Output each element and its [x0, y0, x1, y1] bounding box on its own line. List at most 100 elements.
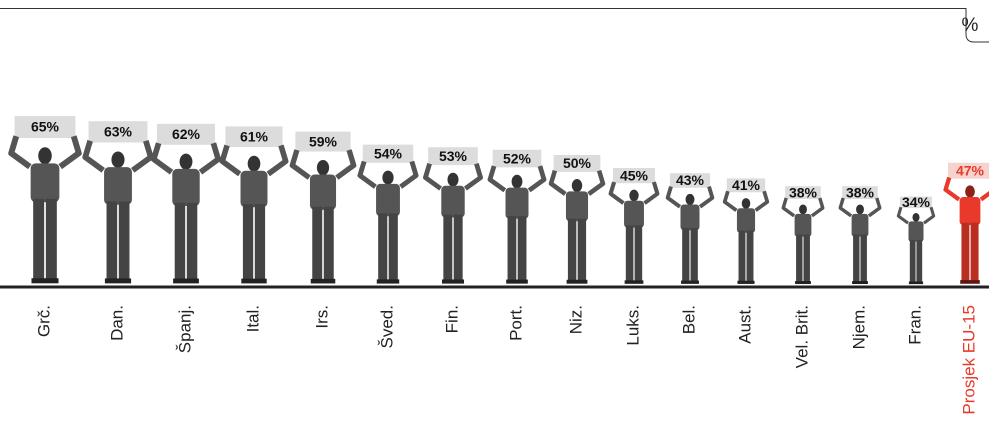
- leg: [324, 207, 334, 281]
- leg: [389, 213, 398, 280]
- head: [856, 204, 864, 214]
- leg: [691, 228, 698, 282]
- torso: [172, 169, 199, 206]
- torso: [506, 188, 529, 219]
- arm: [11, 136, 30, 166]
- arm: [133, 141, 151, 170]
- figure: [840, 186, 880, 284]
- head: [447, 173, 458, 187]
- category-label: Bel.: [679, 305, 698, 334]
- head: [965, 185, 975, 197]
- category-label: Vel. Brit.: [792, 305, 811, 368]
- head: [572, 179, 582, 192]
- shoe: [31, 278, 58, 283]
- leg: [910, 240, 916, 282]
- arm: [337, 150, 354, 178]
- figure: [360, 145, 416, 284]
- shoe: [737, 281, 754, 284]
- torso: [795, 214, 812, 237]
- arm: [490, 166, 505, 190]
- figure: [551, 155, 603, 284]
- category-label: Dan.: [107, 305, 126, 341]
- head: [629, 190, 638, 202]
- shoe: [241, 279, 266, 284]
- value-label: 41%: [732, 177, 761, 193]
- shoe: [506, 280, 528, 284]
- arm: [668, 187, 680, 207]
- head: [912, 213, 919, 222]
- leg: [916, 240, 922, 282]
- value-label: 38%: [846, 184, 875, 200]
- category-label: Grč.: [34, 305, 53, 337]
- torso: [376, 184, 400, 216]
- leg: [971, 223, 979, 282]
- head: [180, 154, 193, 170]
- value-label: 34%: [902, 194, 931, 210]
- leg: [568, 219, 576, 281]
- arm: [60, 136, 79, 166]
- value-label: 47%: [956, 162, 985, 178]
- leg: [682, 228, 689, 282]
- category-label: Šved.: [377, 305, 396, 348]
- shoe: [442, 279, 464, 283]
- arm: [292, 150, 309, 178]
- value-label: 50%: [563, 155, 592, 171]
- category-label: Španj.: [175, 305, 194, 353]
- category-label: Ital.: [243, 305, 262, 332]
- figure: [292, 132, 353, 284]
- torso: [241, 171, 268, 207]
- head: [111, 152, 124, 168]
- leg: [508, 216, 517, 281]
- figure: [490, 150, 544, 284]
- arm: [154, 143, 172, 172]
- head: [799, 204, 807, 214]
- torso: [852, 214, 869, 237]
- arm: [589, 171, 603, 194]
- figure: [946, 163, 989, 284]
- figure: [611, 168, 658, 284]
- torso: [624, 201, 644, 228]
- arm: [401, 161, 416, 186]
- category-label: Aust.: [735, 305, 754, 344]
- arm: [700, 187, 712, 207]
- value-label: 54%: [374, 145, 403, 161]
- leg: [796, 235, 802, 282]
- shoe: [852, 281, 868, 284]
- leg: [46, 199, 57, 280]
- arm: [360, 161, 375, 186]
- arm: [783, 198, 794, 216]
- leg: [119, 201, 130, 280]
- arm: [725, 191, 737, 210]
- leg: [33, 199, 44, 280]
- leg: [518, 216, 527, 281]
- shoe: [909, 281, 923, 284]
- torso: [104, 167, 132, 205]
- leg: [626, 225, 634, 281]
- arm: [869, 198, 880, 216]
- value-label: 38%: [789, 184, 818, 200]
- leg: [803, 235, 809, 282]
- category-label: Irs.: [312, 305, 331, 329]
- category-label: Luks.: [623, 305, 642, 346]
- category-label: Niz.: [566, 305, 585, 334]
- leg: [312, 207, 322, 281]
- arm: [611, 182, 624, 203]
- figure: [154, 124, 218, 284]
- leg: [187, 203, 197, 280]
- torso: [908, 221, 923, 241]
- figure: [222, 126, 285, 283]
- leg: [378, 213, 387, 280]
- leg: [443, 215, 452, 281]
- value-label: 59%: [309, 133, 338, 149]
- value-label: 45%: [620, 167, 649, 183]
- shoe: [681, 281, 699, 284]
- shoe: [173, 279, 199, 284]
- arm: [645, 182, 658, 203]
- shoe: [105, 278, 131, 283]
- figure: [668, 173, 713, 284]
- arm: [268, 145, 285, 174]
- leg: [635, 225, 643, 281]
- leg: [107, 201, 118, 280]
- torso: [441, 186, 464, 218]
- leg: [739, 231, 746, 282]
